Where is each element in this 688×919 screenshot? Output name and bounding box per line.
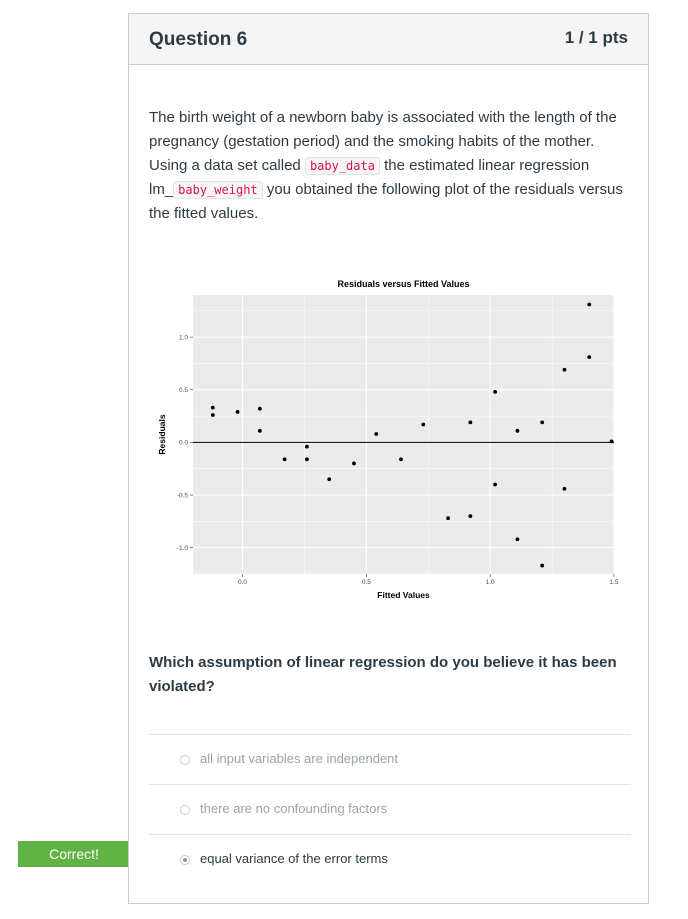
x-tick-label: 1.5	[609, 579, 618, 586]
data-point	[421, 422, 426, 427]
answer-label-1[interactable]: all input variables are independent	[200, 751, 399, 766]
question-card: Question 6 1 / 1 pts The birth weight of…	[128, 13, 649, 904]
chart-title: Residuals versus Fitted Values	[337, 279, 469, 289]
answer-option-1[interactable]: all input variables are independent	[149, 734, 631, 784]
question-header: Question 6 1 / 1 pts	[129, 14, 648, 65]
y-tick-label: 0.0	[179, 440, 188, 447]
residual-plot: 0.0 0.5 1.0 1.5 1.0 0.5 0.0 -0.5 -1.0 Residuals v…	[157, 279, 619, 600]
question-text-part2: the estimated linear regression lm_	[149, 157, 590, 198]
answer-option-2[interactable]: there are no confounding factors	[149, 784, 631, 834]
question-prompt: Which assumption of linear regression do…	[149, 654, 617, 695]
data-point	[305, 457, 309, 462]
data-point	[257, 428, 262, 433]
data-point	[210, 413, 215, 417]
y-axis-label: Residuals	[157, 414, 167, 454]
answer-radio-1[interactable]	[180, 755, 190, 765]
code-baby-data: baby_data	[304, 157, 380, 175]
data-point	[468, 514, 473, 518]
data-point	[327, 477, 332, 482]
correct-answer-flag: Correct!	[18, 841, 143, 867]
y-tick-label: -1.0	[177, 545, 189, 552]
question-title: Question 6	[149, 29, 248, 50]
y-tick-label: -0.5	[177, 492, 189, 499]
y-tick-label: 1.0	[179, 334, 188, 341]
data-point	[493, 389, 498, 394]
data-point	[540, 420, 545, 425]
x-tick-label: 0.5	[362, 579, 371, 586]
answer-option-3[interactable]: equal variance of the error terms	[149, 834, 631, 884]
question-text-part1: The birth weight of a newborn baby is as…	[149, 109, 617, 174]
data-point	[446, 516, 450, 521]
answer-label-2[interactable]: there are no confounding factors	[200, 801, 388, 816]
question-text: The birth weight of a newborn baby is as…	[149, 106, 631, 226]
data-point	[562, 486, 567, 491]
data-point	[352, 461, 356, 466]
question-text-part3: you obtained the following plot of the r…	[149, 181, 623, 222]
y-tick-label: 0.5	[179, 387, 188, 394]
data-point	[609, 439, 614, 444]
data-point	[305, 444, 309, 449]
data-point	[562, 367, 567, 372]
data-point	[493, 482, 498, 487]
data-point	[235, 409, 240, 414]
data-point	[210, 405, 215, 410]
data-point	[515, 537, 520, 542]
data-point	[587, 355, 592, 360]
data-point	[374, 432, 379, 436]
plot-panel	[193, 295, 614, 574]
data-point	[587, 302, 592, 307]
data-point	[257, 406, 262, 411]
question-points: 1 / 1 pts	[564, 28, 628, 47]
data-point	[399, 457, 403, 462]
code-baby-weight: baby_weight	[173, 181, 263, 199]
data-point	[540, 563, 545, 568]
answer-radio-2[interactable]	[180, 805, 190, 815]
data-point	[468, 420, 473, 425]
x-tick-label: 0.0	[238, 579, 247, 586]
data-point	[515, 428, 520, 433]
answer-radio-3[interactable]	[180, 855, 190, 865]
answer-label-3[interactable]: equal variance of the error terms	[200, 851, 388, 866]
x-tick-label: 1.0	[486, 579, 495, 586]
x-axis-label: Fitted Values	[377, 590, 430, 600]
data-point	[282, 457, 287, 462]
